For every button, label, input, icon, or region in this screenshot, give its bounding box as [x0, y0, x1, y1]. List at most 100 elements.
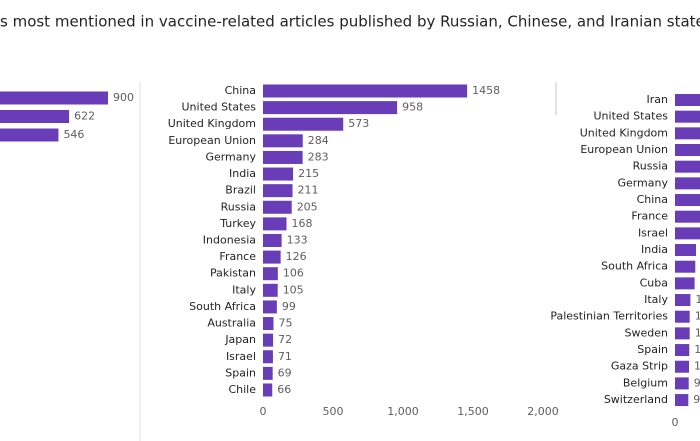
y-tick-label: United States	[182, 101, 257, 114]
data-label: 110	[695, 293, 700, 306]
y-tick-label: European Union	[168, 134, 256, 147]
data-label: 215	[298, 167, 319, 180]
page-title: s most mentioned in vaccine-related arti…	[0, 13, 700, 31]
data-label: 622	[74, 110, 95, 123]
data-label: 66	[277, 383, 291, 396]
y-tick-label: India	[641, 243, 668, 256]
bar	[263, 250, 281, 264]
data-label: 95	[693, 393, 700, 406]
data-label: 105	[695, 326, 700, 339]
y-tick-label: Germany	[617, 176, 668, 189]
y-tick-label: Italy	[644, 293, 668, 306]
y-tick-label: Australia	[207, 317, 256, 330]
bar	[263, 184, 293, 198]
bar	[263, 217, 287, 231]
bar	[0, 91, 108, 105]
y-tick-label: Palestinian Territories	[550, 310, 668, 323]
y-tick-label: South Africa	[601, 260, 668, 273]
bar	[0, 128, 59, 142]
data-label: 168	[292, 217, 313, 230]
y-tick-label: France	[219, 250, 256, 263]
y-tick-label: Italy	[232, 283, 256, 296]
bar	[263, 84, 468, 98]
y-tick-label: Russia	[633, 160, 668, 173]
y-tick-label: Turkey	[219, 217, 256, 230]
y-tick-label: Iran	[647, 93, 669, 106]
bar	[0, 110, 70, 123]
y-tick-label: Russia	[221, 200, 256, 213]
bar	[675, 360, 689, 373]
data-label: 1458	[472, 84, 500, 97]
data-label: 99	[282, 300, 296, 313]
data-label: 283	[308, 150, 329, 163]
data-label: 98	[694, 376, 700, 389]
y-tick-label: United Kingdom	[580, 126, 668, 139]
bar	[263, 134, 303, 148]
y-tick-label: China	[225, 84, 256, 97]
data-label: 102	[694, 343, 700, 356]
bar	[675, 377, 689, 390]
y-tick-label: Gaza Strip	[611, 360, 668, 373]
bar	[675, 210, 700, 223]
y-tick-label: Germany	[205, 150, 256, 163]
data-label: 211	[298, 184, 319, 197]
y-tick-label: Japan	[224, 333, 256, 346]
bar	[263, 300, 277, 314]
bar	[675, 160, 700, 173]
data-label: 958	[402, 101, 423, 114]
bar	[675, 144, 700, 157]
bar	[675, 244, 696, 257]
data-label: 71	[278, 350, 292, 363]
y-tick-label: European Union	[580, 143, 668, 156]
y-tick-label: Belgium	[623, 376, 668, 389]
y-tick-label: China	[637, 193, 668, 206]
y-tick-label: Brazil	[225, 184, 256, 197]
bar	[675, 194, 700, 207]
bar	[263, 167, 294, 181]
data-label: 126	[286, 250, 307, 263]
bar	[675, 110, 700, 123]
y-tick-label: France	[631, 210, 668, 223]
bar	[675, 277, 695, 290]
bar	[263, 150, 303, 164]
data-label: 133	[287, 233, 308, 246]
bar	[675, 127, 700, 140]
y-tick-label: Israel	[638, 226, 668, 239]
bar	[675, 94, 700, 106]
bar	[263, 317, 274, 331]
bar	[263, 283, 278, 297]
y-tick-label: South Africa	[189, 300, 256, 313]
y-tick-label: Switzerland	[604, 393, 668, 406]
y-tick-label: Pakistan	[210, 267, 256, 280]
data-label: 546	[63, 128, 84, 141]
data-label: 105	[695, 310, 700, 323]
y-tick-label: Chile	[228, 383, 256, 396]
x-tick-label: 1,500	[457, 405, 489, 418]
y-tick-label: Israel	[226, 350, 256, 363]
data-label: 284	[308, 134, 329, 147]
y-tick-label: Sweden	[625, 326, 668, 339]
bar	[675, 260, 696, 273]
y-tick-label: Spain	[637, 343, 668, 356]
y-tick-label: India	[229, 167, 256, 180]
data-label: 900	[113, 91, 134, 104]
bar	[263, 366, 273, 380]
x-tick-label: 2,000	[527, 405, 559, 418]
data-label: 100	[694, 360, 700, 373]
data-label: 205	[297, 200, 318, 213]
y-tick-label: Indonesia	[203, 233, 256, 246]
x-tick-label: 500	[323, 405, 344, 418]
bar	[675, 394, 689, 407]
y-tick-label: Cuba	[640, 276, 668, 289]
bar	[263, 233, 282, 247]
data-label: 75	[279, 317, 293, 330]
bar	[675, 177, 700, 190]
bar	[675, 310, 690, 323]
x-tick-label: 0	[672, 416, 679, 429]
bar	[263, 267, 278, 281]
bar	[263, 200, 292, 214]
data-label: 72	[278, 333, 292, 346]
bar	[675, 294, 691, 307]
